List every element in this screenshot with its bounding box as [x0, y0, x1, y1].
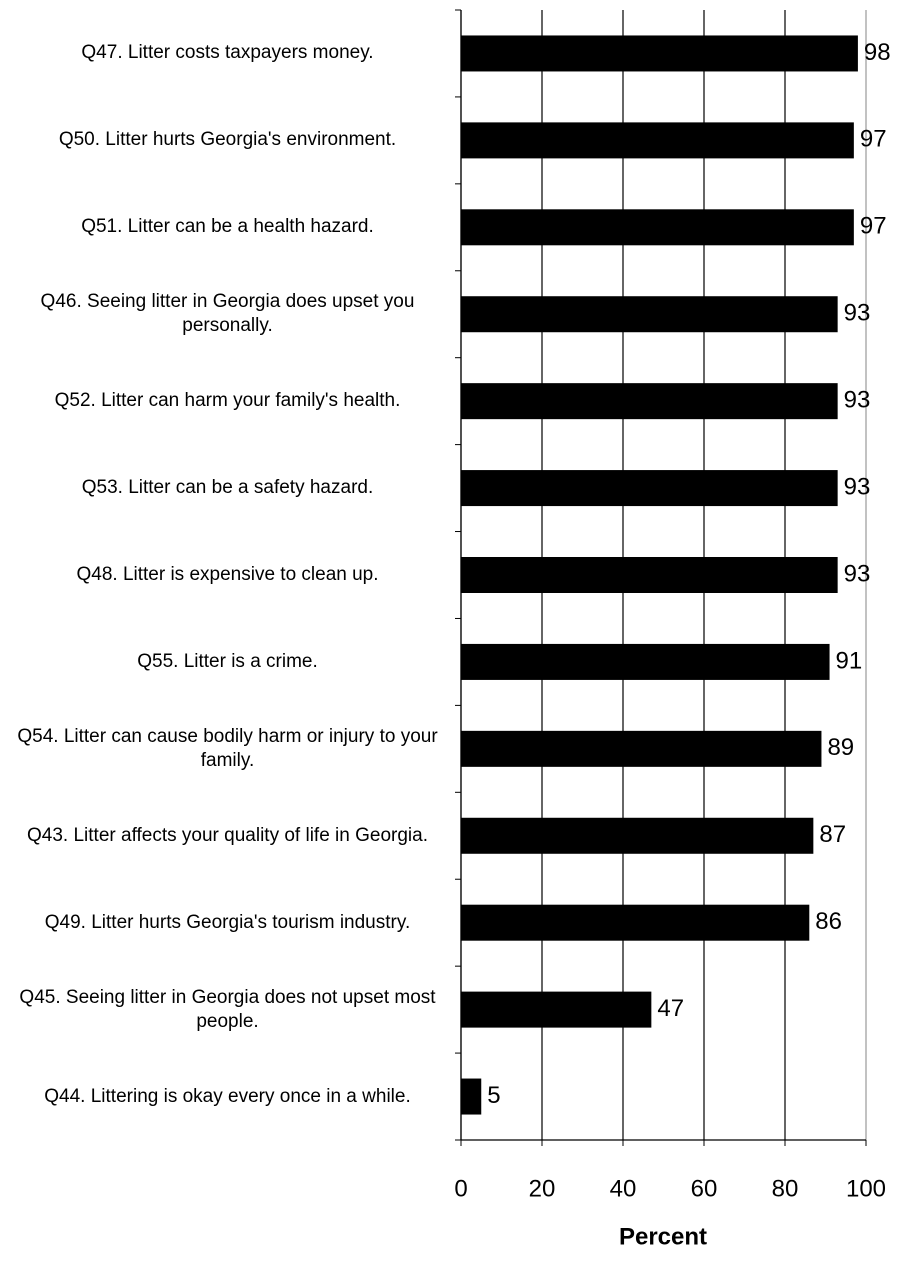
- data-label: 93: [844, 473, 871, 500]
- y-tick-label: Q46. Seeing litter in Georgia does upset…: [40, 291, 415, 337]
- x-tick-label: 80: [772, 1175, 799, 1202]
- data-label: 97: [860, 126, 887, 153]
- y-tick-label: Q52. Litter can harm your family's healt…: [54, 390, 401, 412]
- y-tick-label: Q49. Litter hurts Georgia's tourism indu…: [44, 911, 411, 933]
- data-label: 89: [827, 734, 854, 761]
- y-tick-label: Q47. Litter costs taxpayers money.: [81, 42, 374, 64]
- y-tick-label: Q51. Litter can be a health hazard.: [81, 216, 374, 238]
- y-tick-label: Q44. Littering is okay every once in a w…: [44, 1085, 411, 1107]
- bar: [461, 209, 854, 246]
- bar: [461, 817, 814, 854]
- y-tick-label: Q48. Litter is expensive to clean up.: [76, 564, 379, 585]
- y-tick-label: Q43. Litter affects your quality of life…: [27, 824, 428, 846]
- data-label: 91: [836, 647, 863, 674]
- y-tick-label: Q55. Litter is a crime.: [137, 650, 318, 672]
- data-label: 87: [819, 821, 846, 848]
- bar: [461, 383, 838, 420]
- data-label: 98: [864, 39, 891, 66]
- y-tick-label: Q45. Seeing litter in Georgia does not u…: [19, 986, 436, 1032]
- y-tick-label: Q54. Litter can cause bodily harm or inj…: [17, 725, 438, 771]
- data-label: 93: [844, 386, 871, 413]
- bar: [461, 470, 838, 507]
- bar: [461, 1078, 482, 1115]
- y-tick-label: Q53. Litter can be a safety hazard.: [81, 477, 374, 499]
- bar: [461, 991, 652, 1028]
- data-label: 93: [844, 560, 871, 587]
- bar: [461, 35, 858, 72]
- x-axis-title: Percent: [619, 1223, 707, 1250]
- bar: [461, 296, 838, 333]
- bar: [461, 904, 810, 941]
- bar: [461, 643, 830, 680]
- data-label: 86: [815, 908, 842, 935]
- data-label: 5: [487, 1082, 500, 1109]
- bar: [461, 730, 822, 767]
- x-tick-label: 40: [610, 1175, 637, 1202]
- x-tick-label: 60: [691, 1175, 718, 1202]
- x-tick-label: 100: [846, 1175, 886, 1202]
- x-tick-label: 20: [529, 1175, 556, 1202]
- bar: [461, 122, 854, 159]
- data-label: 97: [860, 213, 887, 240]
- x-tick-label: 0: [454, 1175, 467, 1202]
- data-label: 93: [844, 300, 871, 327]
- bar: [461, 557, 838, 593]
- y-tick-label: Q50. Litter hurts Georgia's environment.: [58, 129, 397, 151]
- data-label: 47: [657, 995, 684, 1022]
